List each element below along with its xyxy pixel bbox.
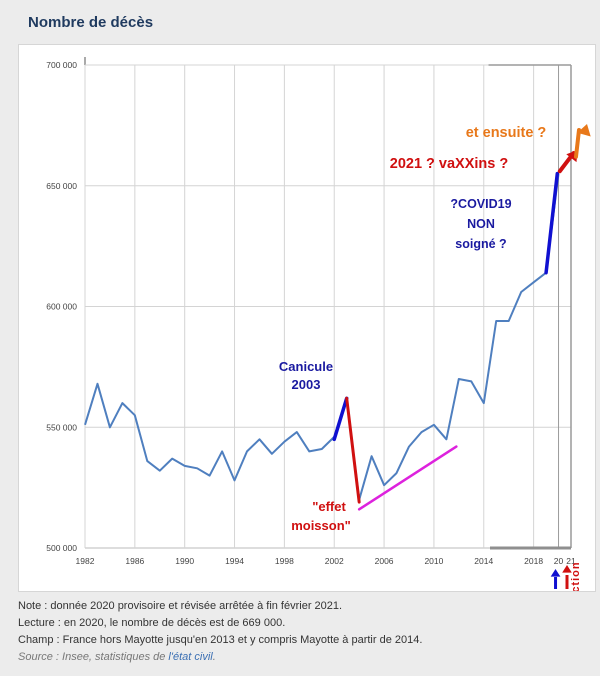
x-tick-label: 2006	[375, 556, 394, 566]
ensuite-label: et ensuite ?	[466, 125, 547, 141]
champ-text: Champ : France hors Mayotte jusqu'en 201…	[18, 634, 423, 646]
canicule-label-line1: Canicule	[279, 359, 333, 374]
grid-lines	[84, 57, 572, 550]
moisson-trend-line	[357, 445, 458, 511]
chart-card: 500 000 550 000 600 000 650 000 700 000 1982…	[18, 44, 596, 592]
chart-notes: Note : donnée 2020 provisoire et révisée…	[18, 598, 518, 666]
lecture-text: Lecture : en 2020, le nombre de décès es…	[18, 617, 286, 629]
series-line	[84, 173, 560, 501]
annotation-overlay: Canicule 2003 "effet moisson" ?COVID19 NON soi…	[279, 124, 591, 591]
x-tick-label: 2010	[424, 556, 443, 566]
x-tick-label: 1998	[275, 556, 294, 566]
y-tick-label: 600 000	[46, 302, 77, 312]
x-axis-tick-labels: 1982 1986 1990 1994 1998 2002 2006 2010 2014 2018…	[76, 556, 576, 566]
moisson-label-line1: "effet	[312, 499, 346, 514]
covid-label-line3: soigné ?	[455, 237, 506, 251]
x-tick-label-21: 21	[566, 556, 576, 566]
red-pointer-arrow-head	[562, 565, 572, 573]
y-tick-label: 500 000	[46, 543, 77, 553]
source-link[interactable]: l'état civil	[168, 651, 213, 663]
x-tick-label: 1986	[125, 556, 144, 566]
canicule-label-line2: 2003	[292, 377, 321, 392]
y-tick-label: 700 000	[46, 60, 77, 70]
x-tick-label: 1990	[175, 556, 194, 566]
note-text: Note : donnée 2020 provisoire et révisée…	[18, 600, 343, 612]
x-tick-label-20: 20	[554, 556, 564, 566]
ensuite-arrow-head	[577, 124, 591, 137]
deaths-line-chart: 500 000 550 000 600 000 650 000 700 000 1982…	[46, 57, 591, 591]
x-tick-label: 2002	[325, 556, 344, 566]
series-line-path	[84, 173, 560, 501]
x-tick-label: 2014	[474, 556, 493, 566]
y-tick-label: 550 000	[46, 422, 77, 432]
covid-label-line1: ?COVID19	[450, 197, 511, 211]
moisson-label-line2: moisson"	[291, 518, 351, 533]
y-axis-tick-labels: 500 000 550 000 600 000 650 000 700 000	[46, 60, 77, 553]
x-tick-label: 1994	[225, 556, 244, 566]
ensuite-arrow-shaft	[573, 128, 581, 159]
canicule-drop-segment	[345, 396, 361, 504]
canicule-rise-segment	[332, 396, 349, 442]
page-title: Nombre de décès	[28, 14, 154, 31]
x-tick-label: 1982	[76, 556, 95, 566]
x-tick-label: 2018	[524, 556, 543, 566]
vaxxins-label: 2021 ? vaXXins ?	[390, 156, 509, 172]
covid-surge-segment	[544, 171, 560, 275]
y-tick-label: 650 000	[46, 181, 77, 191]
covid-label-line2: NON	[467, 217, 495, 231]
source-prefix: Source : Insee, statistiques de	[18, 651, 169, 663]
source-suffix: .	[212, 651, 216, 663]
blue-pointer-arrow-head	[550, 569, 561, 577]
source-text: Source : Insee, statistiques de l'état c…	[18, 649, 518, 666]
projection-label: projection	[570, 561, 582, 591]
